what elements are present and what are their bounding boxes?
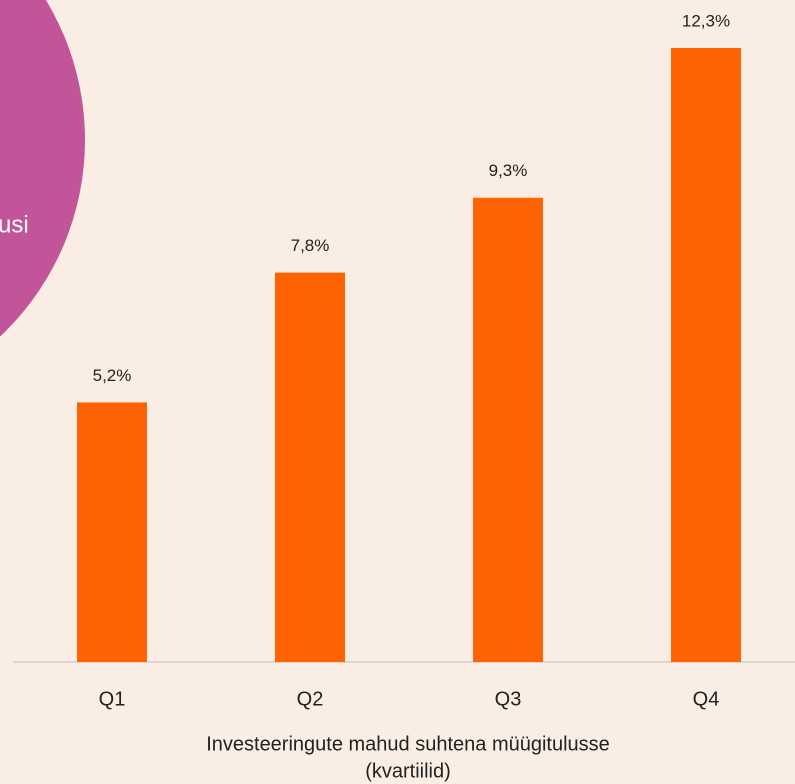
value-label: 9,3% [489,161,528,180]
annotation: usi [0,211,29,238]
value-label: 7,8% [291,236,330,255]
x-tick-label: Q3 [495,688,522,710]
x-tick-label: Q2 [297,688,324,710]
x-tick-label: Q1 [99,688,126,710]
bar [275,272,345,662]
bar [671,48,741,662]
x-axis-title: (kvartiilid) [365,760,451,782]
value-label: 12,3% [682,11,730,30]
x-tick-label: Q4 [693,688,720,710]
bar [473,197,543,662]
value-label: 5,2% [93,366,132,385]
decor-circle [0,0,85,337]
x-axis-title: Investeeringute mahud suhtena müügitulus… [206,733,610,755]
bar [77,402,147,662]
